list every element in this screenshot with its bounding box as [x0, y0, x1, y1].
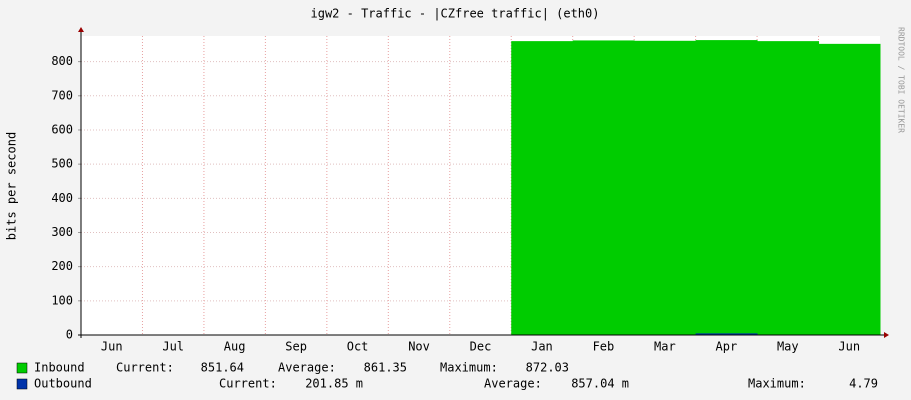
legend-label: Outbound: [34, 377, 92, 391]
legend-stat-value: 851.64: [201, 361, 244, 375]
legend-stat-label: Current:: [116, 361, 174, 375]
legend-stat-label: Maximum:: [748, 377, 806, 391]
y-tick-label: 200: [51, 259, 73, 273]
y-tick-label: 400: [51, 191, 73, 205]
watermark: RRDTOOL / TOBI OETIKER: [897, 27, 906, 133]
legend-stat-label: Maximum:: [440, 361, 498, 375]
y-tick-label: 800: [51, 54, 73, 68]
x-tick-label: Mar: [654, 340, 676, 354]
legend-label: Inbound: [34, 361, 85, 375]
legend-stat-value: 872.03: [526, 361, 569, 375]
legend-stat-value: 201.85 m: [305, 377, 363, 391]
x-tick-label: May: [777, 340, 799, 354]
y-tick-label: 0: [66, 328, 73, 342]
x-tick-label: Jul: [162, 340, 184, 354]
area-segment: [818, 43, 881, 335]
x-tick-label: Dec: [470, 340, 492, 354]
x-tick-label: Sep: [285, 340, 307, 354]
y-axis-label: bits per second: [5, 132, 19, 240]
area-segment: [695, 333, 758, 335]
legend-swatch: [16, 362, 28, 374]
x-tick-label: Jan: [531, 340, 553, 354]
area-segment: [511, 41, 574, 336]
y-arrow: [78, 27, 84, 32]
area-segment: [572, 40, 635, 335]
legend-stat-value: 4.79: [849, 377, 878, 391]
y-tick-label: 700: [51, 88, 73, 102]
x-tick-label: Oct: [347, 340, 369, 354]
x-tick-label: Aug: [224, 340, 246, 354]
legend-stat-label: Average:: [484, 377, 542, 391]
x-tick-label: Feb: [593, 340, 615, 354]
legend-stat-value: 857.04 m: [571, 377, 629, 391]
y-tick-label: 500: [51, 157, 73, 171]
area-segment: [695, 40, 758, 335]
x-tick-label: Jun: [101, 340, 123, 354]
x-arrow: [884, 332, 889, 338]
legend-stat-label: Current:: [219, 377, 277, 391]
x-tick-label: Jun: [838, 340, 860, 354]
x-tick-label: Apr: [716, 340, 738, 354]
legend-stat-value: 861.35: [364, 361, 407, 375]
area-segment: [757, 41, 820, 336]
y-tick-label: 300: [51, 225, 73, 239]
y-tick-label: 100: [51, 293, 73, 307]
x-tick-label: Nov: [408, 340, 430, 354]
legend-stat-label: Average:: [278, 361, 336, 375]
area-segment: [634, 40, 697, 336]
y-tick-label: 600: [51, 122, 73, 136]
legend-swatch: [16, 378, 28, 390]
chart-title: igw2 - Traffic - |CZfree traffic| (eth0): [311, 7, 600, 21]
